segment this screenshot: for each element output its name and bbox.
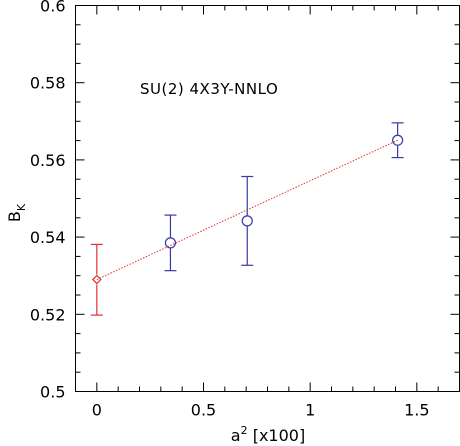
y-axis-label-base: B <box>5 211 24 222</box>
data-point-circle <box>164 237 177 249</box>
data-point-diamond <box>91 274 102 285</box>
data-points <box>90 122 404 316</box>
y-tick-label: 0.58 <box>30 74 66 93</box>
x-axis-label-suffix: [x100] <box>248 426 306 445</box>
plot-frame <box>75 5 460 392</box>
x-tick-label: 0.5 <box>191 401 216 420</box>
y-tick-label: 0.5 <box>40 383 65 402</box>
tick-labels: 0 0.5 1 1.5 0.5 0.52 0.54 0.56 0.58 0.6 <box>30 0 430 420</box>
x-axis-label-sup: 2 <box>241 424 248 437</box>
y-tick-label: 0.54 <box>30 228 66 247</box>
y-axis-label-sub: K <box>15 203 28 211</box>
x-tick-label: 0 <box>92 401 102 420</box>
y-tick-label: 0.52 <box>30 305 66 324</box>
data-point-circle <box>392 134 404 146</box>
data-point-circle <box>241 215 253 227</box>
axis-ticks <box>75 5 460 392</box>
x-tick-label: 1 <box>305 401 315 420</box>
x-tick-label: 1.5 <box>404 401 429 420</box>
y-tick-label: 0.56 <box>30 151 66 170</box>
plot-annotation: SU(2) 4X3Y-NNLO <box>140 80 278 98</box>
x-axis-label: a2 [x100] <box>231 424 305 445</box>
y-tick-label: 0.6 <box>40 0 65 16</box>
y-axis-label: BK <box>5 203 28 222</box>
x-axis-label-base: a <box>231 426 241 445</box>
